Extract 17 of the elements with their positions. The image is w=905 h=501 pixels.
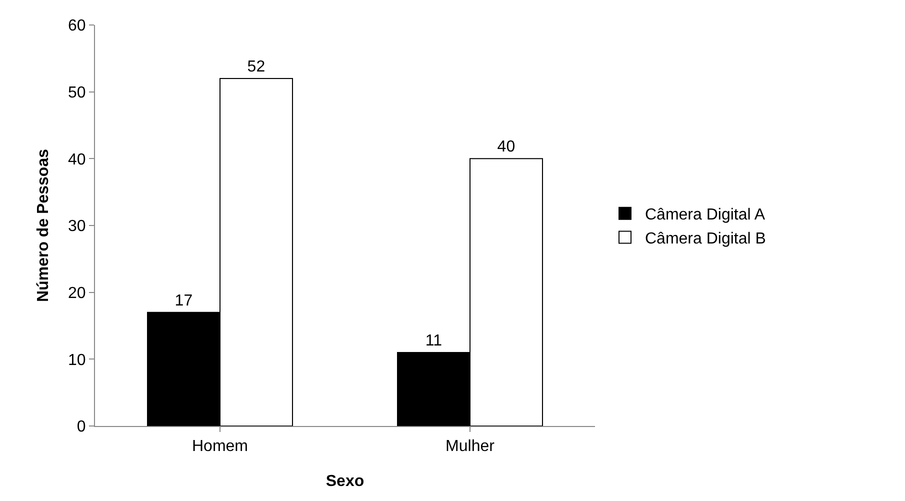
y-tick-label: 0 (76, 418, 86, 436)
y-axis-title: Número de Pessoas (34, 148, 52, 302)
legend-label: Câmera Digital B (645, 230, 766, 248)
y-tick-label: 30 (68, 218, 86, 236)
data-label: 40 (497, 138, 516, 156)
y-tick-label: 10 (68, 352, 86, 369)
y-tick-label: 60 (68, 18, 86, 35)
y-tick-label: 40 (68, 151, 86, 168)
x-tick-label: Mulher (446, 438, 496, 456)
y-tick-label: 50 (68, 84, 86, 102)
y-tick-label: 20 (68, 284, 86, 302)
data-label: 11 (425, 332, 442, 350)
x-tick-label: Homem (192, 438, 248, 456)
legend-label: Câmera Digital A (645, 206, 766, 224)
x-axis-title: Sexo (326, 472, 364, 490)
data-label: 52 (247, 58, 266, 76)
data-label: 17 (174, 292, 193, 310)
